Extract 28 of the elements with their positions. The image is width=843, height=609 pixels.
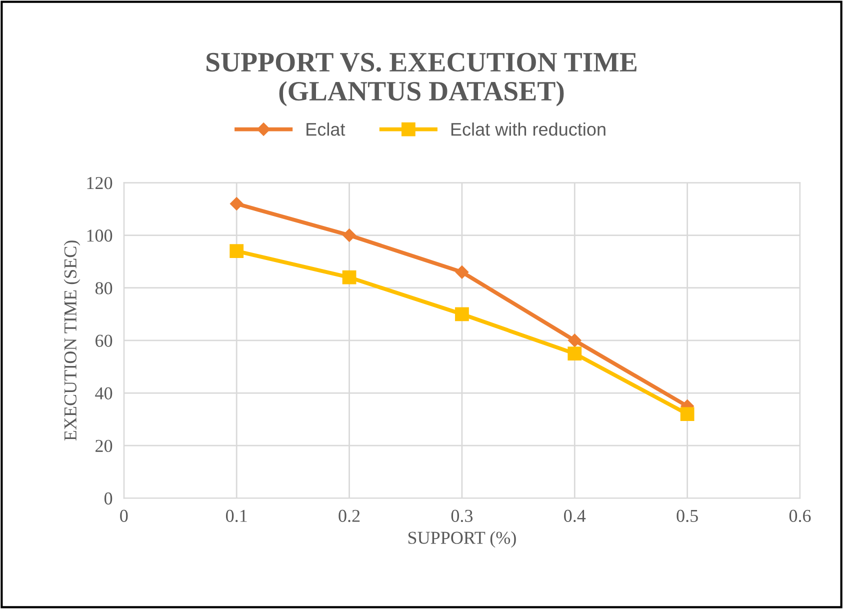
x-tick-label: 0.4 bbox=[564, 510, 586, 522]
point bbox=[455, 265, 469, 279]
point bbox=[342, 270, 356, 284]
x-tick-label: 0.2 bbox=[338, 510, 360, 522]
point bbox=[568, 346, 582, 361]
x-tick-label: 0.6 bbox=[789, 510, 811, 522]
y-tick-label: 120 bbox=[87, 176, 112, 190]
point bbox=[680, 407, 694, 421]
point bbox=[342, 228, 356, 242]
x-tick-label: 0 bbox=[120, 510, 128, 522]
y-axis-title: EXECUTION TIME (SEC) bbox=[64, 240, 80, 441]
point bbox=[455, 307, 469, 322]
y-tick-label: 40 bbox=[95, 387, 112, 400]
x-axis-title: SUPPORT (%) bbox=[408, 531, 516, 548]
point bbox=[230, 244, 244, 258]
x-tick-label: 0.1 bbox=[226, 510, 247, 522]
legend-label: Eclat bbox=[306, 122, 346, 136]
chart-title: SUPPORT VS. EXECUTION TIME (GLANTUS DATASET) bbox=[206, 52, 636, 106]
y-tick-label: 100 bbox=[87, 230, 112, 242]
x-tick-label: 0.3 bbox=[451, 510, 473, 522]
point bbox=[230, 197, 244, 210]
y-tick-label: 20 bbox=[96, 440, 112, 452]
y-tick-label: 60 bbox=[96, 334, 112, 347]
x-tick-label: 0.5 bbox=[676, 510, 698, 522]
y-tick-label: 80 bbox=[95, 282, 112, 294]
legend-label: Eclat with reduction bbox=[451, 122, 606, 136]
point bbox=[568, 334, 582, 348]
y-tick-label: 0 bbox=[104, 492, 112, 505]
